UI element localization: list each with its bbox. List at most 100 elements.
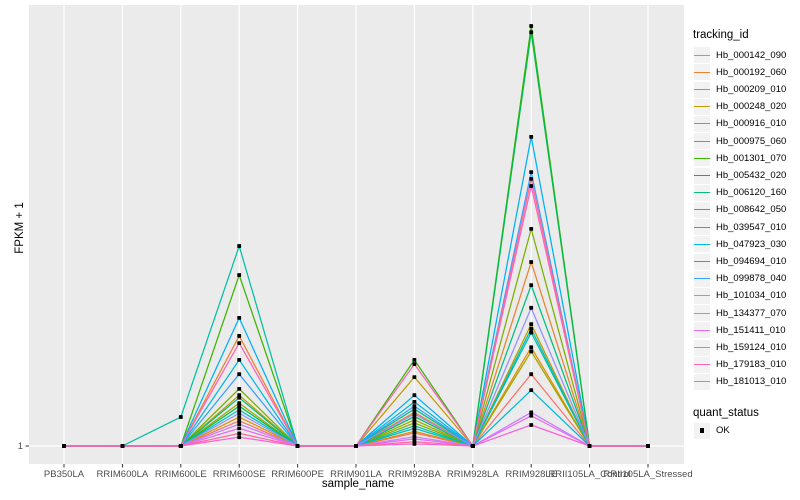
- legend-entry-label: Hb_179183_010: [716, 359, 787, 371]
- legend-entry: Hb_101034_010: [694, 287, 786, 304]
- x-tick-label: RRIM600LE: [154, 469, 207, 480]
- x-tick-label: RRIM928BA: [387, 469, 441, 480]
- legend-entry: Hb_000916_010: [694, 115, 786, 132]
- legend-entry: Hb_181013_010: [694, 373, 786, 390]
- legend-entry: Hb_008642_050: [694, 201, 786, 218]
- legend-line-icon: [694, 175, 710, 177]
- legend-key: [694, 81, 710, 98]
- legend-line-icon: [694, 381, 710, 383]
- legend-line-icon: [694, 106, 710, 108]
- legend-entry: Hb_039547_010: [694, 219, 786, 236]
- legend-key: [694, 115, 710, 132]
- x-tick-label: RRIM600SE: [212, 469, 266, 480]
- legend-entry-label: Hb_000209_010: [716, 84, 787, 96]
- axis-ticks: [25, 445, 649, 468]
- legend-key: [694, 422, 710, 439]
- legend-line-icon: [694, 312, 710, 314]
- legend-entry-label: Hb_008642_050: [716, 204, 787, 216]
- legend-entry: Hb_047923_030: [694, 236, 786, 253]
- legend-entry-ok: OK: [694, 422, 730, 439]
- legend-entry-label: Hb_099878_040: [716, 273, 787, 285]
- legend-line-icon: [694, 295, 710, 297]
- point-marker-icon: [699, 428, 705, 433]
- legend-entry: Hb_000142_090: [694, 47, 786, 64]
- legend-line-icon: [694, 243, 710, 245]
- legend-tracking-title: tracking_id: [693, 29, 749, 41]
- legend-key: [694, 64, 710, 81]
- legend-key: [694, 356, 710, 373]
- legend-line-icon: [694, 54, 710, 56]
- legend-entry-label: Hb_159124_010: [716, 342, 787, 354]
- legend-entry-label: Hb_151411_010: [716, 324, 786, 336]
- legend-line-icon: [694, 364, 710, 366]
- legend-entry: Hb_179183_010: [694, 356, 786, 373]
- legend-line-icon: [694, 192, 710, 194]
- legend-entry: Hb_000975_060: [694, 133, 786, 150]
- legend-entry: Hb_094694_010: [694, 253, 786, 270]
- x-axis-title: sample_name: [321, 478, 395, 490]
- legend-entry-label: Hb_006120_160: [716, 187, 787, 199]
- legend-key: [694, 287, 710, 304]
- legend-entry-label: Hb_000975_060: [716, 135, 787, 147]
- legend-key: [694, 322, 710, 339]
- legend-entry: Hb_099878_040: [694, 270, 786, 287]
- legend-entry-label: OK: [716, 425, 730, 437]
- legend-quant-title: quant_status: [693, 407, 759, 419]
- legend-entry-label: Hb_134377_070: [716, 307, 787, 319]
- legend-line-icon: [694, 261, 710, 263]
- legend-entry: Hb_000192_060: [694, 64, 786, 81]
- legend-line-icon: [694, 71, 710, 73]
- legend-key: [694, 150, 710, 167]
- legend-line-icon: [694, 347, 710, 349]
- y-tick-label: 1: [17, 441, 23, 452]
- legend-line-icon: [694, 226, 710, 228]
- legend-entry-label: Hb_000248_020: [716, 101, 787, 113]
- legend-entry: Hb_159124_010: [694, 339, 786, 356]
- legend-key: [694, 184, 710, 201]
- legend-entry: Hb_006120_160: [694, 184, 786, 201]
- legend-key: [694, 305, 710, 322]
- legend-entry-label: Hb_000142_090: [716, 49, 787, 61]
- legend-line-icon: [694, 140, 710, 142]
- legend-entry-label: Hb_001301_070: [716, 152, 787, 164]
- x-tick-label: RRIM600PE: [271, 469, 324, 480]
- legend-line-icon: [694, 209, 710, 211]
- gridlines: [29, 5, 684, 464]
- legend-entry-label: Hb_094694_010: [716, 256, 787, 268]
- y-axis-title: FPKM + 1: [14, 202, 26, 254]
- legend-key: [694, 253, 710, 270]
- legend-key: [694, 219, 710, 236]
- legend-entry-label: Hb_101034_010: [716, 290, 787, 302]
- legend-line-icon: [694, 123, 710, 125]
- legend-entry: Hb_000248_020: [694, 98, 786, 115]
- legend-entry: Hb_001301_070: [694, 150, 786, 167]
- legend-key: [694, 236, 710, 253]
- legend-entry-label: Hb_047923_030: [716, 238, 787, 250]
- legend-line-icon: [694, 89, 710, 91]
- legend-entry: Hb_151411_010: [694, 322, 786, 339]
- legend-line-icon: [694, 157, 710, 159]
- legend-entry: Hb_134377_070: [694, 305, 786, 322]
- legend-line-icon: [694, 329, 710, 331]
- legend-line-icon: [694, 278, 710, 280]
- legend-key: [694, 167, 710, 184]
- legend-entry: Hb_000209_010: [694, 81, 786, 98]
- legend-entry-label: Hb_000916_010: [716, 118, 787, 130]
- x-tick-label: RRIM928LA: [446, 469, 499, 480]
- legend-entry-label: Hb_000192_060: [716, 66, 787, 78]
- legend-key: [694, 98, 710, 115]
- x-tick-label: RRIM928LE: [505, 469, 558, 480]
- legend-key: [694, 373, 710, 390]
- legend-key: [694, 133, 710, 150]
- x-tick-label: PB350LA: [43, 469, 85, 480]
- legend-entry-label: Hb_039547_010: [716, 221, 787, 233]
- legend-entry-label: Hb_181013_010: [716, 376, 787, 388]
- x-tick-label: RRII105LA_Stressed: [603, 469, 693, 480]
- legend-entry: Hb_005432_020: [694, 167, 786, 184]
- x-tick-label: RRII105LA_Control: [548, 469, 631, 480]
- legend-entry-label: Hb_005432_020: [716, 170, 787, 182]
- x-tick-label: RRIM901LA: [330, 469, 382, 480]
- legend-key: [694, 201, 710, 218]
